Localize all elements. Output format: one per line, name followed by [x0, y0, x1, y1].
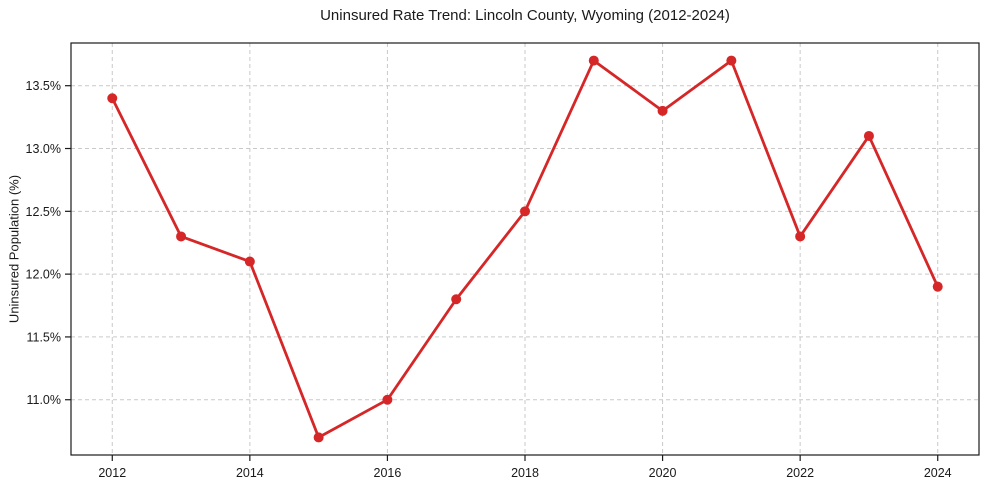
x-tick-label: 2020 [649, 466, 677, 480]
x-tick-label: 2022 [786, 466, 814, 480]
x-tick-label: 2024 [924, 466, 952, 480]
y-tick-label: 12.0% [26, 268, 61, 282]
y-tick-label: 12.5% [26, 205, 61, 219]
chart-title: Uninsured Rate Trend: Lincoln County, Wy… [320, 7, 730, 24]
data-point [588, 55, 599, 66]
data-point [726, 55, 737, 66]
x-tick-label: 2016 [374, 466, 402, 480]
x-tick-label: 2012 [98, 466, 126, 480]
data-point [520, 206, 530, 217]
data-point [176, 231, 187, 242]
data-point [863, 130, 874, 141]
data-point [313, 432, 324, 443]
y-tick-label: 11.5% [26, 330, 61, 344]
data-point [451, 294, 462, 305]
data-point [107, 93, 118, 104]
y-axis-label: Uninsured Population (%) [6, 174, 22, 324]
data-point [795, 231, 806, 242]
data-point [382, 394, 393, 405]
data-point [244, 256, 255, 267]
y-tick-label: 11.0% [26, 393, 61, 407]
x-tick-label: 2018 [511, 466, 539, 480]
y-tick-label: 13.5% [26, 79, 61, 93]
data-point [932, 281, 943, 292]
x-tick-label: 2014 [236, 466, 264, 480]
y-tick-label: 13.0% [26, 142, 61, 156]
data-point [657, 105, 668, 116]
